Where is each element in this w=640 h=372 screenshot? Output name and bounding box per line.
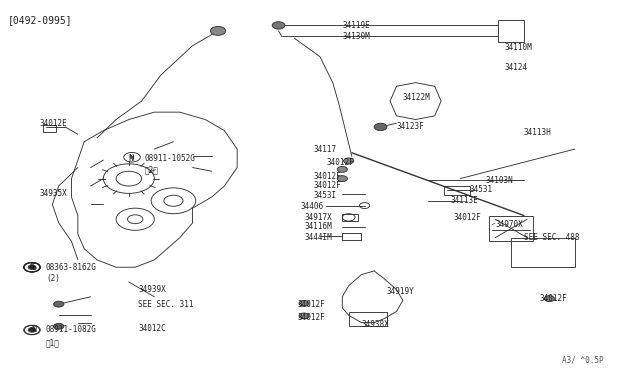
Text: （2）: （2） [145,165,159,174]
Text: S: S [31,263,36,272]
Text: 34113E: 34113E [451,196,478,205]
Bar [499,20,524,42]
Text: [0492-0995]: [0492-0995] [8,15,72,25]
Circle shape [337,166,348,172]
Text: 3453I: 3453I [314,191,337,200]
Text: SEE SEC. 311: SEE SEC. 311 [138,300,194,309]
Text: 34012F: 34012F [314,172,341,181]
Bar [342,233,362,240]
Circle shape [544,296,554,302]
Text: 34970X: 34970X [495,220,523,229]
Bar [489,215,534,241]
Text: 34012F: 34012F [454,213,481,222]
Text: 34012F: 34012F [298,300,326,309]
Text: 3444IM: 3444IM [304,233,332,242]
Text: 34012C: 34012C [138,324,166,333]
Circle shape [211,26,226,35]
Text: 34117: 34117 [314,145,337,154]
Circle shape [54,323,64,329]
Text: N: N [130,155,134,160]
Text: N: N [31,326,36,334]
Text: 34919Y: 34919Y [387,287,415,296]
Circle shape [28,328,36,332]
Text: N: N [129,154,134,163]
Circle shape [344,158,354,164]
Text: 34103N: 34103N [486,176,513,185]
Circle shape [374,123,387,131]
Text: 34406: 34406 [301,202,324,211]
Text: 34113H: 34113H [524,128,552,137]
Text: SEE SEC. 488: SEE SEC. 488 [524,233,579,242]
Bar [342,214,358,221]
Text: 34124: 34124 [505,63,528,72]
Text: 34935X: 34935X [40,189,67,198]
Circle shape [272,22,285,29]
Text: 34116M: 34116M [304,222,332,231]
Text: 34110M: 34110M [505,43,532,52]
Text: 08911-1082G: 08911-1082G [46,326,97,334]
Text: 34012F: 34012F [298,312,326,321]
Circle shape [54,301,64,307]
Text: 34938X: 34938X [362,320,389,329]
Text: 34119E: 34119E [342,21,370,30]
Bar [511,238,575,267]
Text: （1）: （1） [46,339,60,347]
Text: 34130M: 34130M [342,32,370,41]
Circle shape [28,265,36,269]
Bar [43,125,56,132]
Text: S: S [30,263,34,268]
Text: 08911-1052G: 08911-1052G [145,154,196,163]
Text: 34122M: 34122M [403,93,431,102]
Text: 34123F: 34123F [396,122,424,131]
Text: 08363-8162G: 08363-8162G [46,263,97,272]
Text: A3/ ^0.5P: A3/ ^0.5P [562,355,604,364]
Text: 34917X: 34917X [304,213,332,222]
Circle shape [299,313,309,319]
Bar [444,186,470,195]
Text: 34012F: 34012F [540,294,568,303]
Text: 34012E: 34012E [40,119,67,128]
Circle shape [337,176,348,182]
Text: 34531: 34531 [470,185,493,194]
Bar [349,311,387,326]
Circle shape [299,301,309,307]
Text: N: N [29,265,35,270]
Text: 34939X: 34939X [138,285,166,294]
Text: N: N [29,327,35,333]
Text: (2): (2) [46,274,60,283]
Text: 34012F: 34012F [314,182,341,190]
Text: 34012F: 34012F [326,157,354,167]
